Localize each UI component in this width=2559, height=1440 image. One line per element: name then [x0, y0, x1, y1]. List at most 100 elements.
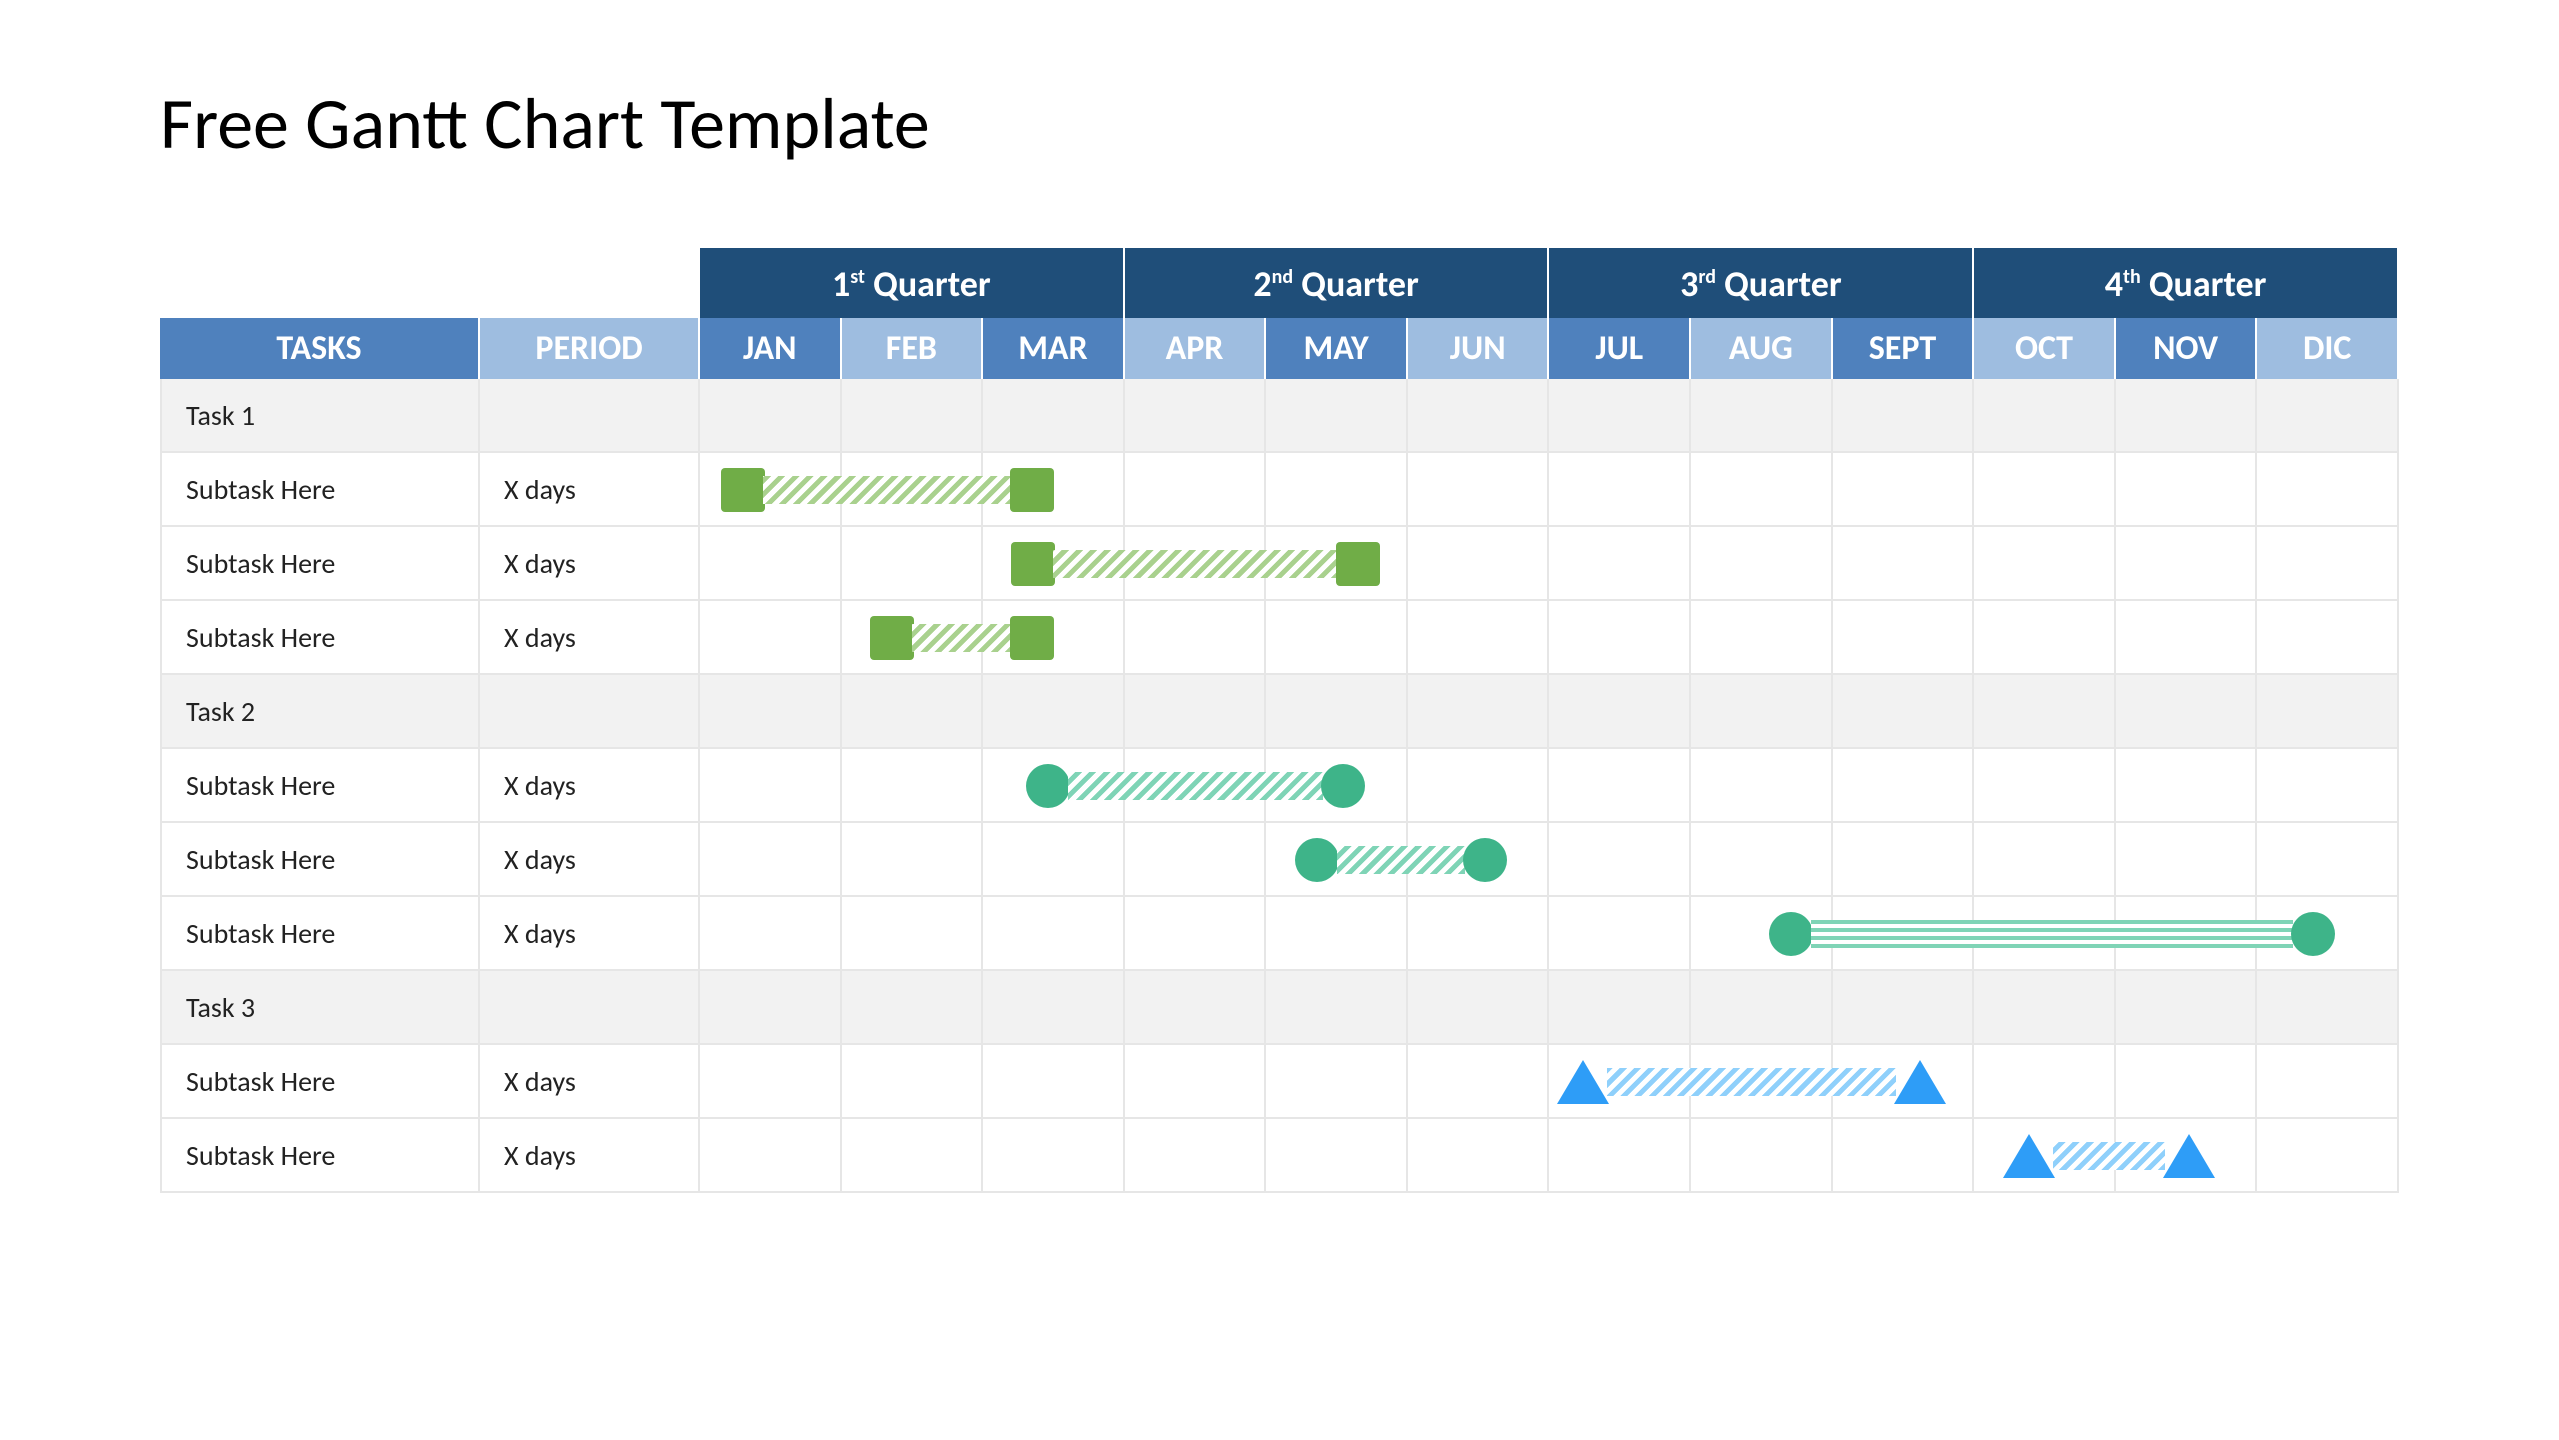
gantt-cell [2116, 1045, 2258, 1119]
gantt-cell [1266, 601, 1408, 675]
gantt-cell [1691, 749, 1833, 823]
gantt-cell [1549, 379, 1691, 453]
header-spacer [160, 248, 700, 318]
subtask-label: Subtask Here [160, 749, 480, 823]
gantt-cell [842, 1045, 984, 1119]
gantt-cell [983, 601, 1125, 675]
gantt-cell [983, 823, 1125, 897]
gantt-cell [1408, 823, 1550, 897]
quarter-suffix: st [850, 265, 865, 289]
gantt-cell [983, 379, 1125, 453]
gantt-cell [983, 971, 1125, 1045]
gantt-cell [2116, 823, 2258, 897]
gantt-cell [1549, 453, 1691, 527]
gantt-cell [2116, 971, 2258, 1045]
period-cell: X days [480, 453, 700, 527]
gantt-cell [1974, 1045, 2116, 1119]
gantt-cell [1974, 1119, 2116, 1193]
gantt-cell [1549, 971, 1691, 1045]
gantt-cell [2116, 749, 2258, 823]
gantt-cell [2257, 1119, 2399, 1193]
gantt-cell [1833, 897, 1975, 971]
gantt-cell [1408, 1119, 1550, 1193]
gantt-cell [1691, 453, 1833, 527]
gantt-cell [1549, 823, 1691, 897]
gantt-cell [1408, 749, 1550, 823]
gantt-cell [1691, 527, 1833, 601]
period-cell: X days [480, 823, 700, 897]
gantt-cell [1833, 601, 1975, 675]
quarter-num: 1 [832, 262, 850, 306]
gantt-cell [1833, 379, 1975, 453]
quarter-suffix: nd [1272, 265, 1293, 289]
gantt-cell [1691, 601, 1833, 675]
gantt-cell [1266, 453, 1408, 527]
quarter-suffix: th [2123, 265, 2141, 289]
page-title: Free Gantt Chart Template [160, 80, 2399, 168]
gantt-cell [1833, 527, 1975, 601]
gantt-cell [1549, 1045, 1691, 1119]
gantt-cell [2257, 527, 2399, 601]
gantt-cell [1266, 675, 1408, 749]
gantt-cell [1266, 897, 1408, 971]
gantt-cell [1833, 1045, 1975, 1119]
quarter-word: Quarter [865, 262, 991, 306]
gantt-cell [2257, 601, 2399, 675]
gantt-cell [842, 749, 984, 823]
gantt-cell [2257, 379, 2399, 453]
gantt-cell [842, 527, 984, 601]
gantt-cell [1266, 971, 1408, 1045]
gantt-cell [2257, 971, 2399, 1045]
task-group-label: Task 2 [160, 675, 480, 749]
period-cell [480, 675, 700, 749]
gantt-cell [700, 379, 842, 453]
quarter-suffix: rd [1698, 265, 1716, 289]
period-cell [480, 971, 700, 1045]
gantt-cell [1266, 1045, 1408, 1119]
col-header-month: JUL [1549, 318, 1691, 379]
gantt-cell [1266, 1119, 1408, 1193]
gantt-cell [2257, 897, 2399, 971]
gantt-cell [1833, 453, 1975, 527]
gantt-cell [1408, 527, 1550, 601]
col-header-tasks: TASKS [160, 318, 480, 379]
gantt-cell [1125, 823, 1267, 897]
subtask-label: Subtask Here [160, 453, 480, 527]
gantt-cell [2257, 823, 2399, 897]
period-cell: X days [480, 1045, 700, 1119]
gantt-cell [700, 453, 842, 527]
gantt-cell [1408, 971, 1550, 1045]
quarter-header: 2nd Quarter [1125, 248, 1550, 318]
gantt-cell [1833, 823, 1975, 897]
gantt-cell [1266, 749, 1408, 823]
gantt-cell [2116, 453, 2258, 527]
gantt-cell [1125, 749, 1267, 823]
quarter-num: 3 [1680, 262, 1698, 306]
subtask-label: Subtask Here [160, 823, 480, 897]
gantt-cell [842, 453, 984, 527]
col-header-month: AUG [1691, 318, 1833, 379]
period-cell: X days [480, 897, 700, 971]
gantt-cell [1125, 453, 1267, 527]
col-header-month: FEB [842, 318, 984, 379]
gantt-cell [1125, 527, 1267, 601]
quarter-header: 4th Quarter [1974, 248, 2399, 318]
gantt-cell [2257, 453, 2399, 527]
col-header-month: SEPT [1833, 318, 1975, 379]
gantt-cell [1691, 675, 1833, 749]
gantt-cell [1833, 1119, 1975, 1193]
gantt-cell [842, 1119, 984, 1193]
gantt-cell [2116, 1119, 2258, 1193]
gantt-cell [1408, 897, 1550, 971]
gantt-cell [700, 1045, 842, 1119]
gantt-cell [1833, 971, 1975, 1045]
gantt-cell [1974, 601, 2116, 675]
gantt-cell [700, 675, 842, 749]
gantt-cell [1408, 1045, 1550, 1119]
gantt-cell [1974, 897, 2116, 971]
gantt-cell [1974, 527, 2116, 601]
gantt-cell [1691, 379, 1833, 453]
gantt-cell [2116, 675, 2258, 749]
col-header-month: OCT [1974, 318, 2116, 379]
gantt-cell [2257, 675, 2399, 749]
